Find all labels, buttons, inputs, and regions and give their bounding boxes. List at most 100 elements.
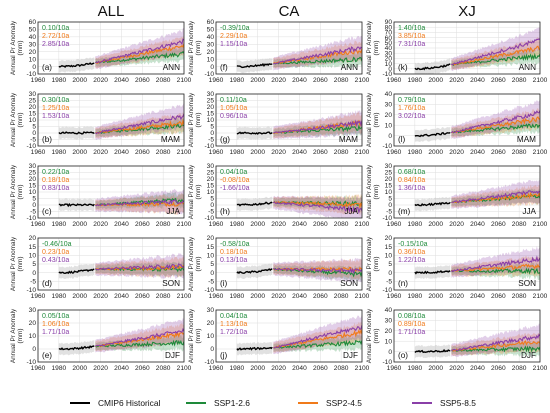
x-tick-label: 1980 [52, 365, 67, 372]
y-axis-label: Annual Pr Anomaly [188, 308, 195, 363]
x-tick-label: 2000 [428, 293, 443, 300]
x-tick-label: 2020 [93, 365, 108, 372]
y-tick-label: 80 [385, 24, 393, 31]
x-tick-label: 2080 [156, 365, 171, 372]
x-tick-label: 1980 [52, 221, 67, 228]
x-tick-label: 2080 [156, 293, 171, 300]
plot-frame [393, 21, 541, 75]
x-tick-label: 2100 [355, 149, 370, 156]
x-tick-label: 2080 [334, 293, 349, 300]
x-tick-label: 2100 [177, 293, 192, 300]
y-axis-label: Annual Pr Anomaly [188, 236, 195, 291]
y-tick-label: 15 [207, 111, 215, 118]
x-tick-label: 2000 [72, 77, 87, 84]
season-label: JJA [166, 207, 180, 216]
x-tick-label: 2060 [135, 221, 150, 228]
y-tick-label: -5 [30, 279, 36, 286]
y-tick-label: 20 [29, 320, 37, 327]
plot-frame [37, 237, 185, 291]
y-tick-label: 10 [385, 189, 393, 196]
panels-layer: 1960 1980 2000 2020 2040 2060 2080 2100-1001020… [10, 3, 548, 372]
trend-label: -1.66/10a [220, 185, 250, 192]
y-tick-label: 20 [207, 235, 215, 242]
series-group [236, 35, 362, 74]
ssp-line [95, 113, 184, 135]
ssp-band [273, 108, 362, 140]
x-tick-label: 1980 [52, 149, 67, 156]
trend-label: 1.71/10a [398, 329, 425, 336]
y-axis-unit: (mm) [17, 257, 24, 272]
ssp-line [451, 45, 540, 66]
y-tick-label: 50 [29, 27, 37, 34]
x-tick-label: 2020 [93, 149, 108, 156]
x-tick-label: 1960 [209, 77, 224, 84]
historical-band [58, 126, 95, 140]
y-tick-label: -10 [382, 215, 392, 222]
x-tick-label: 1960 [31, 365, 46, 372]
x-tick-label: 2000 [428, 149, 443, 156]
y-axis-label: Annual Pr Anomaly [188, 164, 195, 219]
trend-label: 2.72/10a [42, 33, 69, 40]
series-group [58, 188, 184, 215]
ssp-line [95, 43, 184, 64]
trend-label: 0.04/10a [220, 313, 247, 320]
x-tick-label: 2020 [449, 149, 464, 156]
y-tick-label: -10 [382, 71, 392, 78]
ssp-line [272, 46, 362, 65]
y-tick-label: -5 [386, 279, 392, 286]
trend-label: 0.18/10a [42, 177, 69, 184]
y-tick-label: -5 [386, 209, 392, 216]
panel-label: (c) [42, 207, 52, 216]
ssp-band [273, 35, 362, 71]
x-tick-label: 2080 [512, 365, 527, 372]
plot-frame [393, 309, 541, 363]
y-tick-label: -10 [204, 143, 214, 150]
trend-label: 0.22/10a [42, 169, 69, 176]
x-tick-label: 2040 [114, 365, 129, 372]
y-tick-label: 10 [29, 253, 37, 260]
series-group [414, 246, 540, 280]
x-tick-label: 1960 [387, 149, 402, 156]
plot-area [394, 94, 540, 146]
x-tick-label: 1980 [52, 77, 67, 84]
x-tick-label: 2040 [470, 221, 485, 228]
ssp-band [273, 195, 362, 218]
trend-label: 1.06/10a [42, 321, 69, 328]
series-group [58, 252, 184, 280]
plot-frame [37, 93, 185, 147]
trend-label: 0.84/10a [398, 177, 425, 184]
y-tick-label: 20 [207, 176, 215, 183]
x-tick-label: 2080 [512, 77, 527, 84]
y-tick-label: 0 [388, 270, 392, 277]
x-tick-label: 2020 [449, 365, 464, 372]
x-tick-label: 2060 [313, 77, 328, 84]
ssp-line [95, 262, 184, 271]
ssp-line [272, 56, 362, 65]
panel-label: (k) [398, 63, 408, 72]
panel-label: (m) [398, 207, 411, 216]
trend-label: 0.83/10a [42, 185, 69, 192]
historical-line [414, 269, 451, 275]
trend-label: -0.58/10a [220, 241, 250, 248]
panel-label: (l) [398, 135, 406, 144]
ssp-line [272, 201, 362, 215]
ssp-band [273, 258, 362, 280]
x-tick-label: 1980 [230, 77, 245, 84]
series-group [414, 27, 540, 74]
legend-entry: SSP2-4.5 [326, 398, 362, 408]
x-tick-label: 1980 [230, 221, 245, 228]
plot-frame [393, 237, 541, 291]
x-tick-label: 2080 [334, 77, 349, 84]
panel-e: 1960 1980 2000 2020 2040 2060 2080 2100 -10 0 10 20… [10, 307, 192, 372]
y-tick-label: -10 [26, 287, 36, 294]
y-tick-label: -10 [26, 215, 36, 222]
trend-label: -0.46/10a [42, 241, 72, 248]
x-tick-label: 2020 [449, 221, 464, 228]
trend-label: 1.05/10a [220, 105, 247, 112]
y-tick-label: 0 [210, 270, 214, 277]
x-tick-label: 2040 [470, 293, 485, 300]
ssp-line [94, 339, 184, 348]
trend-label: 0.11/10a [220, 97, 247, 104]
season-label: JJA [344, 207, 358, 216]
x-tick-label: 1980 [230, 365, 245, 372]
